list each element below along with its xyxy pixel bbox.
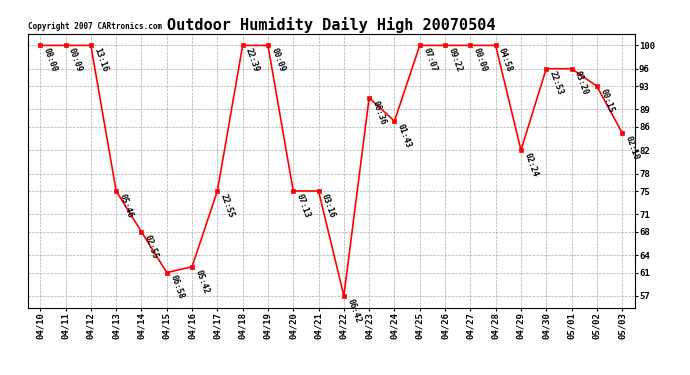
Text: 22:55: 22:55 — [219, 192, 236, 219]
Text: 13:16: 13:16 — [92, 47, 109, 74]
Text: 05:42: 05:42 — [193, 268, 210, 295]
Text: 00:15: 00:15 — [598, 87, 615, 114]
Text: 02:55: 02:55 — [143, 233, 160, 260]
Text: 06:42: 06:42 — [345, 297, 362, 324]
Text: Copyright 2007 CARtronics.com: Copyright 2007 CARtronics.com — [28, 22, 161, 31]
Text: 07:13: 07:13 — [295, 192, 312, 219]
Text: 00:00: 00:00 — [472, 47, 489, 74]
Text: 03:16: 03:16 — [320, 192, 337, 219]
Text: 22:53: 22:53 — [548, 70, 564, 97]
Text: 04:58: 04:58 — [497, 47, 514, 74]
Text: 22:39: 22:39 — [244, 47, 261, 74]
Text: 05:46: 05:46 — [117, 192, 135, 219]
Text: 01:43: 01:43 — [396, 123, 413, 149]
Text: 06:36: 06:36 — [371, 99, 388, 126]
Title: Outdoor Humidity Daily High 20070504: Outdoor Humidity Daily High 20070504 — [167, 16, 495, 33]
Text: 08:00: 08:00 — [41, 47, 59, 74]
Text: 06:58: 06:58 — [168, 274, 185, 300]
Text: 00:09: 00:09 — [269, 47, 286, 74]
Text: 02:24: 02:24 — [522, 152, 540, 178]
Text: 02:10: 02:10 — [624, 134, 640, 161]
Text: 07:07: 07:07 — [421, 47, 438, 74]
Text: 00:09: 00:09 — [67, 47, 84, 74]
Text: 03:20: 03:20 — [573, 70, 590, 97]
Text: 09:22: 09:22 — [446, 47, 464, 74]
